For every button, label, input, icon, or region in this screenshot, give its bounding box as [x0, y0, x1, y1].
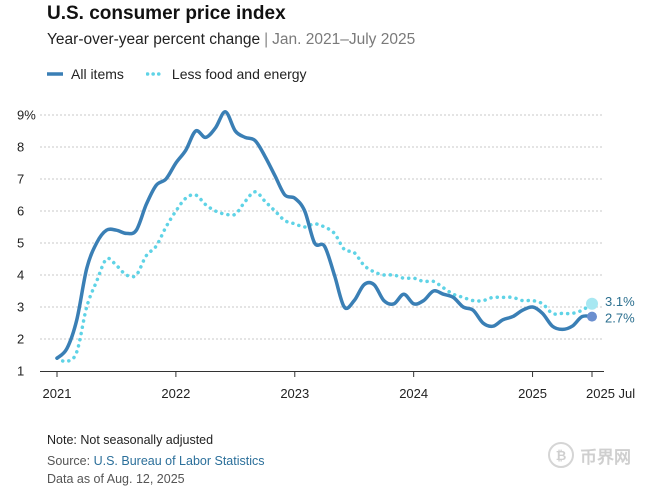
subtitle-main: Year-over-year percent change: [47, 31, 261, 48]
legend-item-all-items: All items: [47, 66, 124, 82]
y-tick-label-8: 8: [17, 140, 24, 155]
chart-title: U.S. consumer price index: [47, 3, 286, 24]
watermark-text: 币界网: [580, 447, 631, 467]
endpoint-marker-all-items: [587, 311, 597, 322]
bitcoin-icon: ₿: [548, 442, 574, 468]
endpoint-label-core: 3.1%: [605, 294, 635, 309]
source-line: Source: U.S. Bureau of Labor Statistics: [47, 454, 265, 468]
legend-label-all-items: All items: [71, 66, 124, 82]
x-tick-label-5: 2025 Jul: [586, 386, 635, 401]
y-axis-ticks: 1 2 3 4 5 6 7 8 9%: [17, 108, 36, 379]
watermark: ₿ 币界网: [548, 442, 631, 468]
y-tick-label-1: 1: [17, 364, 24, 379]
x-tick-label-1: 2022: [161, 386, 190, 401]
x-tick-label-4: 2025: [518, 386, 547, 401]
y-tick-label-9: 9%: [17, 108, 36, 123]
y-tick-label-3: 3: [17, 300, 24, 315]
endpoint-marker-core: [586, 297, 598, 310]
series-line-all-items: [55, 110, 594, 360]
series-line-core: [55, 190, 594, 364]
subtitle-date-range: Jan. 2021–July 2025: [272, 31, 416, 48]
chart-legend: All items Less food and energy: [47, 66, 329, 82]
y-tick-label-2: 2: [17, 332, 24, 347]
source-prefix: Source:: [47, 454, 91, 468]
series-endpoints: 2.7% 3.1%: [586, 294, 635, 326]
legend-label-core: Less food and energy: [171, 66, 307, 82]
legend-swatch-core: [145, 72, 164, 76]
y-tick-label-6: 6: [17, 204, 24, 219]
x-tick-label-2: 2023: [280, 386, 309, 401]
source-link[interactable]: U.S. Bureau of Labor Statistics: [93, 454, 265, 468]
x-tick-label-3: 2024: [399, 386, 428, 401]
y-tick-label-5: 5: [17, 236, 24, 251]
legend-swatch-all-items: [47, 72, 63, 76]
data-as-of: Data as of Aug. 12, 2025: [47, 472, 185, 486]
y-tick-label-4: 4: [17, 268, 24, 283]
legend-item-core: Less food and energy: [145, 66, 307, 82]
y-tick-label-7: 7: [17, 172, 24, 187]
x-axis: 2021 2022 2023 2024 2025 2025 Jul: [40, 371, 635, 401]
subtitle-separator: |: [264, 31, 269, 48]
chart-subtitle: Year-over-year percent change | Jan. 2021–…: [47, 31, 415, 49]
endpoint-label-all-items: 2.7%: [605, 311, 635, 326]
x-tick-label-0: 2021: [43, 386, 72, 401]
series-lines: [55, 110, 594, 364]
footnote: Note: Not seasonally adjusted: [47, 433, 214, 447]
